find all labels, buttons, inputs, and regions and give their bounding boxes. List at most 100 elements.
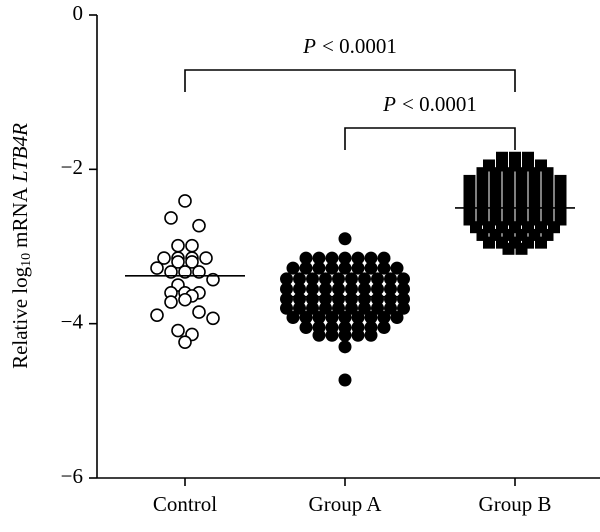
point <box>293 272 306 286</box>
point <box>502 242 515 255</box>
point <box>286 261 300 275</box>
point <box>325 261 339 275</box>
point <box>371 282 384 296</box>
x-tick-label: Group A <box>309 492 383 516</box>
x-tick-label: Control <box>153 492 217 516</box>
point <box>280 272 293 286</box>
y-label-sub: 10 <box>19 253 34 267</box>
point <box>338 373 352 387</box>
point <box>199 251 213 265</box>
point <box>397 301 410 315</box>
point <box>345 301 358 315</box>
point <box>185 238 199 253</box>
point <box>358 301 371 315</box>
y-tick-label: 0 <box>73 1 84 25</box>
point <box>345 272 358 286</box>
point <box>185 255 199 269</box>
point <box>483 236 495 249</box>
point <box>338 310 352 324</box>
point <box>286 310 300 324</box>
point <box>164 265 178 279</box>
point <box>312 261 326 275</box>
bracket <box>344 127 516 150</box>
point <box>338 251 352 265</box>
point <box>397 282 410 296</box>
point <box>351 261 365 275</box>
point <box>280 301 293 315</box>
point <box>171 238 185 253</box>
point <box>332 301 345 315</box>
point <box>364 328 378 342</box>
point <box>345 292 358 306</box>
point <box>299 251 313 265</box>
point <box>319 272 332 286</box>
y-label-text: Relative log <box>8 266 32 369</box>
point <box>358 282 371 296</box>
point <box>377 261 391 275</box>
point <box>351 310 365 324</box>
point <box>384 292 397 306</box>
point <box>280 292 293 306</box>
annotation-text: < 0.0001 <box>402 92 477 116</box>
point <box>351 251 365 265</box>
point <box>312 251 326 265</box>
point <box>358 292 371 306</box>
point <box>293 282 306 296</box>
point <box>299 261 313 275</box>
point <box>535 236 547 249</box>
point <box>371 292 384 306</box>
point <box>206 311 220 326</box>
point <box>293 301 306 315</box>
point <box>351 328 365 342</box>
point <box>384 301 397 315</box>
point <box>325 310 339 324</box>
point <box>338 328 352 342</box>
point <box>397 292 410 306</box>
point <box>319 301 332 315</box>
point <box>332 292 345 306</box>
point <box>319 292 332 306</box>
point <box>192 265 206 279</box>
point <box>332 282 345 296</box>
point <box>325 251 339 265</box>
point <box>515 242 528 255</box>
point <box>377 321 391 335</box>
point <box>377 310 391 324</box>
point <box>390 310 404 324</box>
point <box>299 321 313 335</box>
point <box>178 335 192 349</box>
point <box>178 194 192 208</box>
point <box>178 265 192 279</box>
point <box>306 272 319 286</box>
annotation-p: P <box>382 92 396 116</box>
point <box>178 292 192 307</box>
point <box>293 292 306 306</box>
point <box>377 251 391 265</box>
point <box>192 305 206 319</box>
point <box>192 218 206 233</box>
point <box>206 272 220 287</box>
y-tick-label: −2 <box>61 155 83 179</box>
point <box>384 282 397 296</box>
point <box>319 282 332 296</box>
point <box>358 272 371 286</box>
annotation-p: P <box>302 34 316 58</box>
annotation: P < 0.0001 <box>382 92 477 116</box>
x-tick-label: Group B <box>479 492 552 516</box>
annotation: P < 0.0001 <box>302 34 397 58</box>
point <box>345 282 358 296</box>
point <box>299 310 313 324</box>
point <box>150 261 164 275</box>
point <box>157 251 171 265</box>
point <box>338 232 352 246</box>
point <box>306 301 319 315</box>
point <box>364 261 378 275</box>
point <box>332 272 345 286</box>
y-axis-label: Relative log10 mRNA LTB4R <box>8 123 34 369</box>
point <box>338 340 352 354</box>
point <box>306 292 319 306</box>
point <box>384 272 397 286</box>
point <box>364 251 378 265</box>
point <box>164 211 178 225</box>
point <box>338 261 352 275</box>
